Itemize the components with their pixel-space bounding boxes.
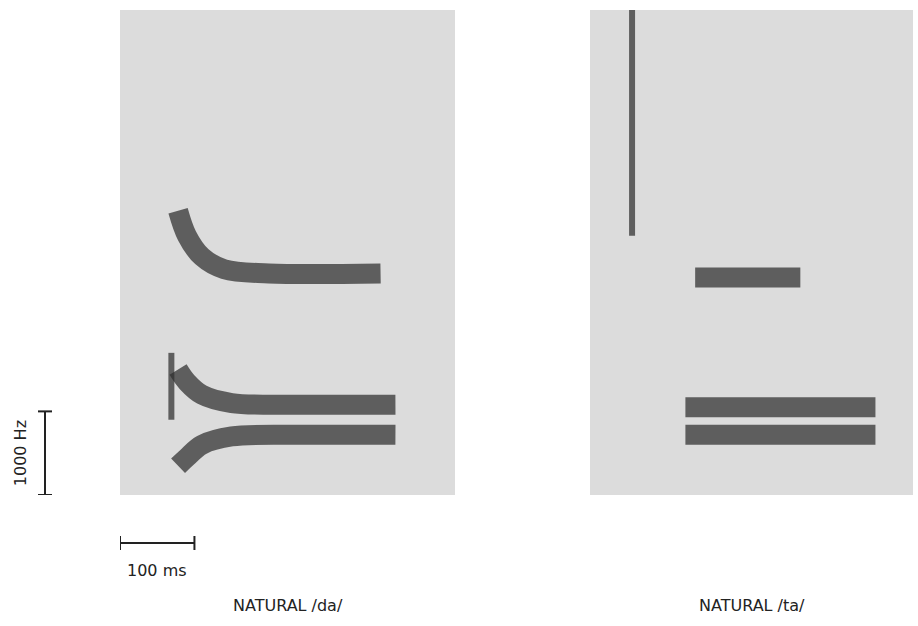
svg-text:100 ms: 100 ms <box>127 561 187 580</box>
svg-text:1000 Hz: 1000 Hz <box>11 420 30 486</box>
svg-text:NATURAL /da/: NATURAL /da/ <box>233 596 343 615</box>
svg-text:NATURAL /ta/: NATURAL /ta/ <box>699 596 805 615</box>
